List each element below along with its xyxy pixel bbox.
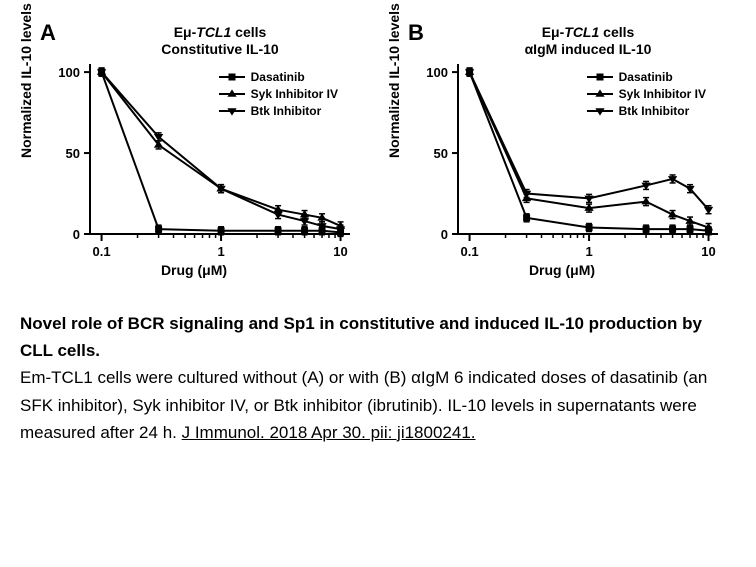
caption-title: Novel role of BCR signaling and Sp1 in c… [20,314,702,360]
legend-marker-triangle-up [587,88,613,100]
svg-text:50: 50 [66,146,80,161]
chart-legend: Dasatinib Syk Inhibitor IV Btk Inhibitor [219,70,338,121]
legend-item: Dasatinib [219,70,338,84]
legend-label: Syk Inhibitor IV [251,87,338,101]
legend-label: Btk Inhibitor [251,104,322,118]
legend-item: Btk Inhibitor [219,104,338,118]
figure-row: A Eμ-TCL1 cellsConstitutive IL-10 Normal… [20,20,736,280]
legend-label: Dasatinib [251,70,305,84]
chart-legend: Dasatinib Syk Inhibitor IV Btk Inhibitor [587,70,706,121]
svg-text:1: 1 [217,244,224,259]
caption-reference: J Immunol. 2018 Apr 30. pii: ji1800241. [182,423,476,442]
panel-label: A [40,20,56,46]
y-axis-label: Normalized IL-10 levels [18,3,34,158]
panel-label: B [408,20,424,46]
legend-marker-triangle-down [587,105,613,117]
svg-text:100: 100 [426,65,448,80]
svg-text:0.1: 0.1 [461,244,479,259]
svg-text:10: 10 [333,244,347,259]
svg-text:50: 50 [434,146,448,161]
svg-text:0: 0 [441,227,448,242]
panel-title: Eμ-TCL1 cellsConstitutive IL-10 [120,24,320,58]
figure-caption: Novel role of BCR signaling and Sp1 in c… [20,310,736,446]
svg-text:0.1: 0.1 [93,244,111,259]
svg-text:10: 10 [701,244,715,259]
legend-marker-square [587,71,613,83]
legend-label: Syk Inhibitor IV [619,87,706,101]
x-axis-label: Drug (μM) [20,262,368,278]
legend-item: Btk Inhibitor [587,104,706,118]
legend-marker-triangle-down [219,105,245,117]
svg-text:100: 100 [58,65,80,80]
panel-b: B Eμ-TCL1 cellsαIgM induced IL-10 Normal… [388,20,736,280]
legend-marker-square [219,71,245,83]
panel-a: A Eμ-TCL1 cellsConstitutive IL-10 Normal… [20,20,368,280]
panel-title: Eμ-TCL1 cellsαIgM induced IL-10 [488,24,688,58]
svg-text:1: 1 [585,244,592,259]
legend-label: Btk Inhibitor [619,104,690,118]
legend-label: Dasatinib [619,70,673,84]
legend-item: Syk Inhibitor IV [587,87,706,101]
svg-text:0: 0 [73,227,80,242]
x-axis-label: Drug (μM) [388,262,736,278]
legend-item: Syk Inhibitor IV [219,87,338,101]
legend-marker-triangle-up [219,88,245,100]
legend-item: Dasatinib [587,70,706,84]
y-axis-label: Normalized IL-10 levels [386,3,402,158]
